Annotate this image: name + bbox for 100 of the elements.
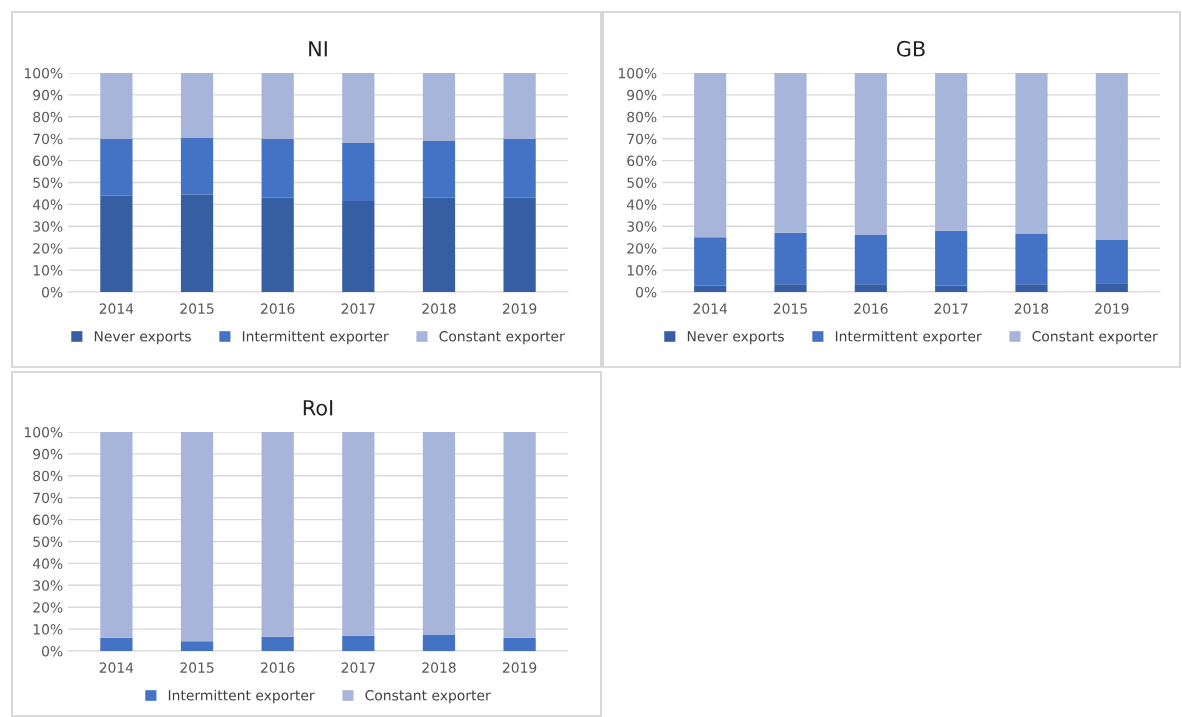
bar (261, 636, 294, 651)
y-tick-label: 50% (33, 536, 63, 547)
x-tick-label: 2015 (180, 303, 214, 314)
bar (1015, 73, 1048, 234)
y-tick-label: 20% (627, 243, 657, 254)
bar (422, 197, 456, 292)
bar (422, 73, 456, 141)
y-tick-label: 70% (33, 133, 63, 145)
x-tick-label: 2018 (422, 662, 456, 673)
x-tick-label: 2019 (502, 303, 537, 314)
bar (180, 137, 214, 195)
legend-label: Intermittent exporter (242, 330, 389, 345)
bar (854, 284, 887, 292)
x-tick-label: 2015 (773, 303, 807, 314)
bar (1015, 233, 1048, 285)
y-tick-label: 50% (33, 177, 63, 188)
x-tick-label: 2017 (934, 303, 968, 314)
bar (854, 73, 887, 236)
y-tick-label: 80% (33, 111, 63, 123)
y-tick-label: 30% (33, 580, 63, 591)
x-tick-label: 2015 (180, 662, 214, 673)
y-tick-label: 60% (33, 155, 63, 167)
y-tick-label: 0% (42, 286, 63, 298)
bar (422, 634, 456, 651)
y-tick-label: 80% (627, 111, 657, 123)
x-tick-label: 2016 (261, 662, 295, 673)
x-tick-label: 2019 (502, 662, 537, 673)
bar (342, 143, 375, 202)
bar (694, 285, 727, 292)
bar (342, 432, 375, 636)
bar (342, 201, 375, 292)
bar (1015, 284, 1048, 292)
bar (100, 73, 133, 139)
bar (180, 432, 214, 642)
bar (100, 195, 133, 292)
y-tick-label: 90% (33, 448, 63, 460)
bar (503, 637, 536, 651)
x-tick-label: 2018 (422, 303, 456, 314)
y-tick-label: 40% (626, 199, 657, 210)
y-tick-label: 90% (33, 89, 63, 101)
y-tick-label: 30% (627, 221, 657, 232)
y-tick-label: 40% (32, 199, 63, 210)
legend-label: Constant exporter (365, 690, 491, 704)
x-tick-label: 2017 (341, 303, 375, 314)
bar (935, 73, 968, 231)
bar (261, 197, 294, 292)
legend-label: Constant exporter (439, 331, 565, 345)
bar (422, 140, 456, 198)
x-tick-label: 2016 (854, 303, 888, 314)
bar (694, 237, 727, 286)
legend-label: Intermittent exporter (168, 689, 315, 704)
y-tick-label: 90% (627, 89, 657, 101)
bar (261, 432, 294, 637)
y-tick-label: 70% (627, 133, 657, 145)
bar (100, 138, 133, 196)
bar (774, 284, 807, 292)
bar (1095, 73, 1128, 240)
y-tick-label: 80% (33, 470, 63, 482)
y-tick-label: 10% (627, 265, 657, 276)
bar (694, 73, 727, 238)
bar (180, 73, 214, 138)
bar (261, 138, 294, 198)
y-tick-label: 100% (618, 67, 657, 79)
bar (180, 641, 214, 651)
bar (503, 432, 536, 638)
x-tick-label: 2017 (341, 662, 375, 673)
x-tick-label: 2016 (261, 303, 295, 314)
y-tick-label: 0% (42, 645, 63, 657)
x-tick-label: 2018 (1014, 303, 1049, 314)
y-tick-label: 20% (33, 243, 63, 254)
bar (100, 637, 133, 651)
bar (503, 138, 536, 198)
bar (774, 73, 807, 233)
x-tick-label: 2014 (693, 303, 728, 314)
y-tick-label: 10% (33, 624, 63, 635)
chart-title: GB (896, 40, 925, 57)
legend-label: Constant exporter (1032, 331, 1158, 345)
x-tick-label: 2014 (99, 303, 134, 314)
y-tick-label: 100% (24, 67, 63, 79)
chart-title: RoI (303, 400, 333, 416)
chart-title: NI (309, 41, 327, 57)
y-tick-label: 60% (627, 155, 657, 167)
y-tick-label: 50% (627, 177, 657, 188)
bar (422, 432, 456, 635)
bar (774, 232, 807, 285)
y-tick-label: 40% (32, 558, 63, 569)
bar (503, 73, 536, 139)
y-tick-label: 0% (636, 286, 657, 298)
bar (854, 235, 887, 285)
x-tick-label: 2019 (1095, 303, 1129, 314)
y-tick-label: 20% (33, 602, 63, 613)
bar (342, 73, 375, 144)
y-tick-label: 60% (33, 514, 63, 526)
bar (1095, 239, 1128, 284)
bar (261, 73, 294, 139)
bar (935, 230, 968, 286)
bar (935, 285, 968, 292)
x-tick-label: 2014 (99, 662, 134, 673)
y-tick-label: 10% (33, 265, 63, 276)
y-tick-label: 30% (33, 221, 63, 232)
